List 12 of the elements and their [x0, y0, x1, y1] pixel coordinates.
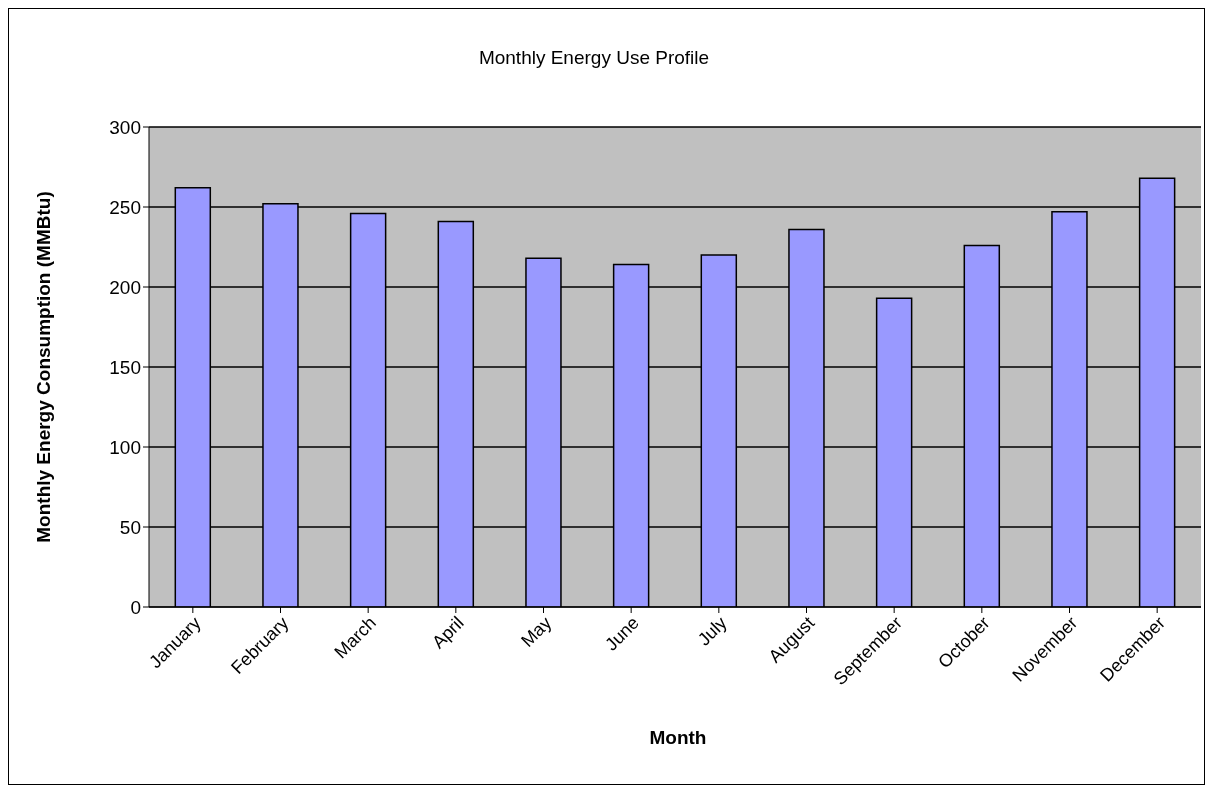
y-tick-label: 150: [109, 356, 141, 378]
y-tick-label: 250: [109, 196, 141, 218]
y-tick-label: 100: [109, 436, 141, 458]
chart-title: Monthly Energy Use Profile: [477, 47, 711, 69]
x-tick-label: May: [517, 612, 556, 651]
x-axis-title: Month: [648, 727, 708, 749]
y-axis-title: Monthly Energy Consumption (MMBtu): [33, 191, 55, 543]
x-tick-label: July: [693, 612, 731, 650]
y-tick-label: 0: [130, 596, 141, 618]
y-tick-label: 50: [119, 516, 141, 538]
y-tick-label: 300: [109, 116, 141, 138]
y-tick-label: 200: [109, 276, 141, 298]
